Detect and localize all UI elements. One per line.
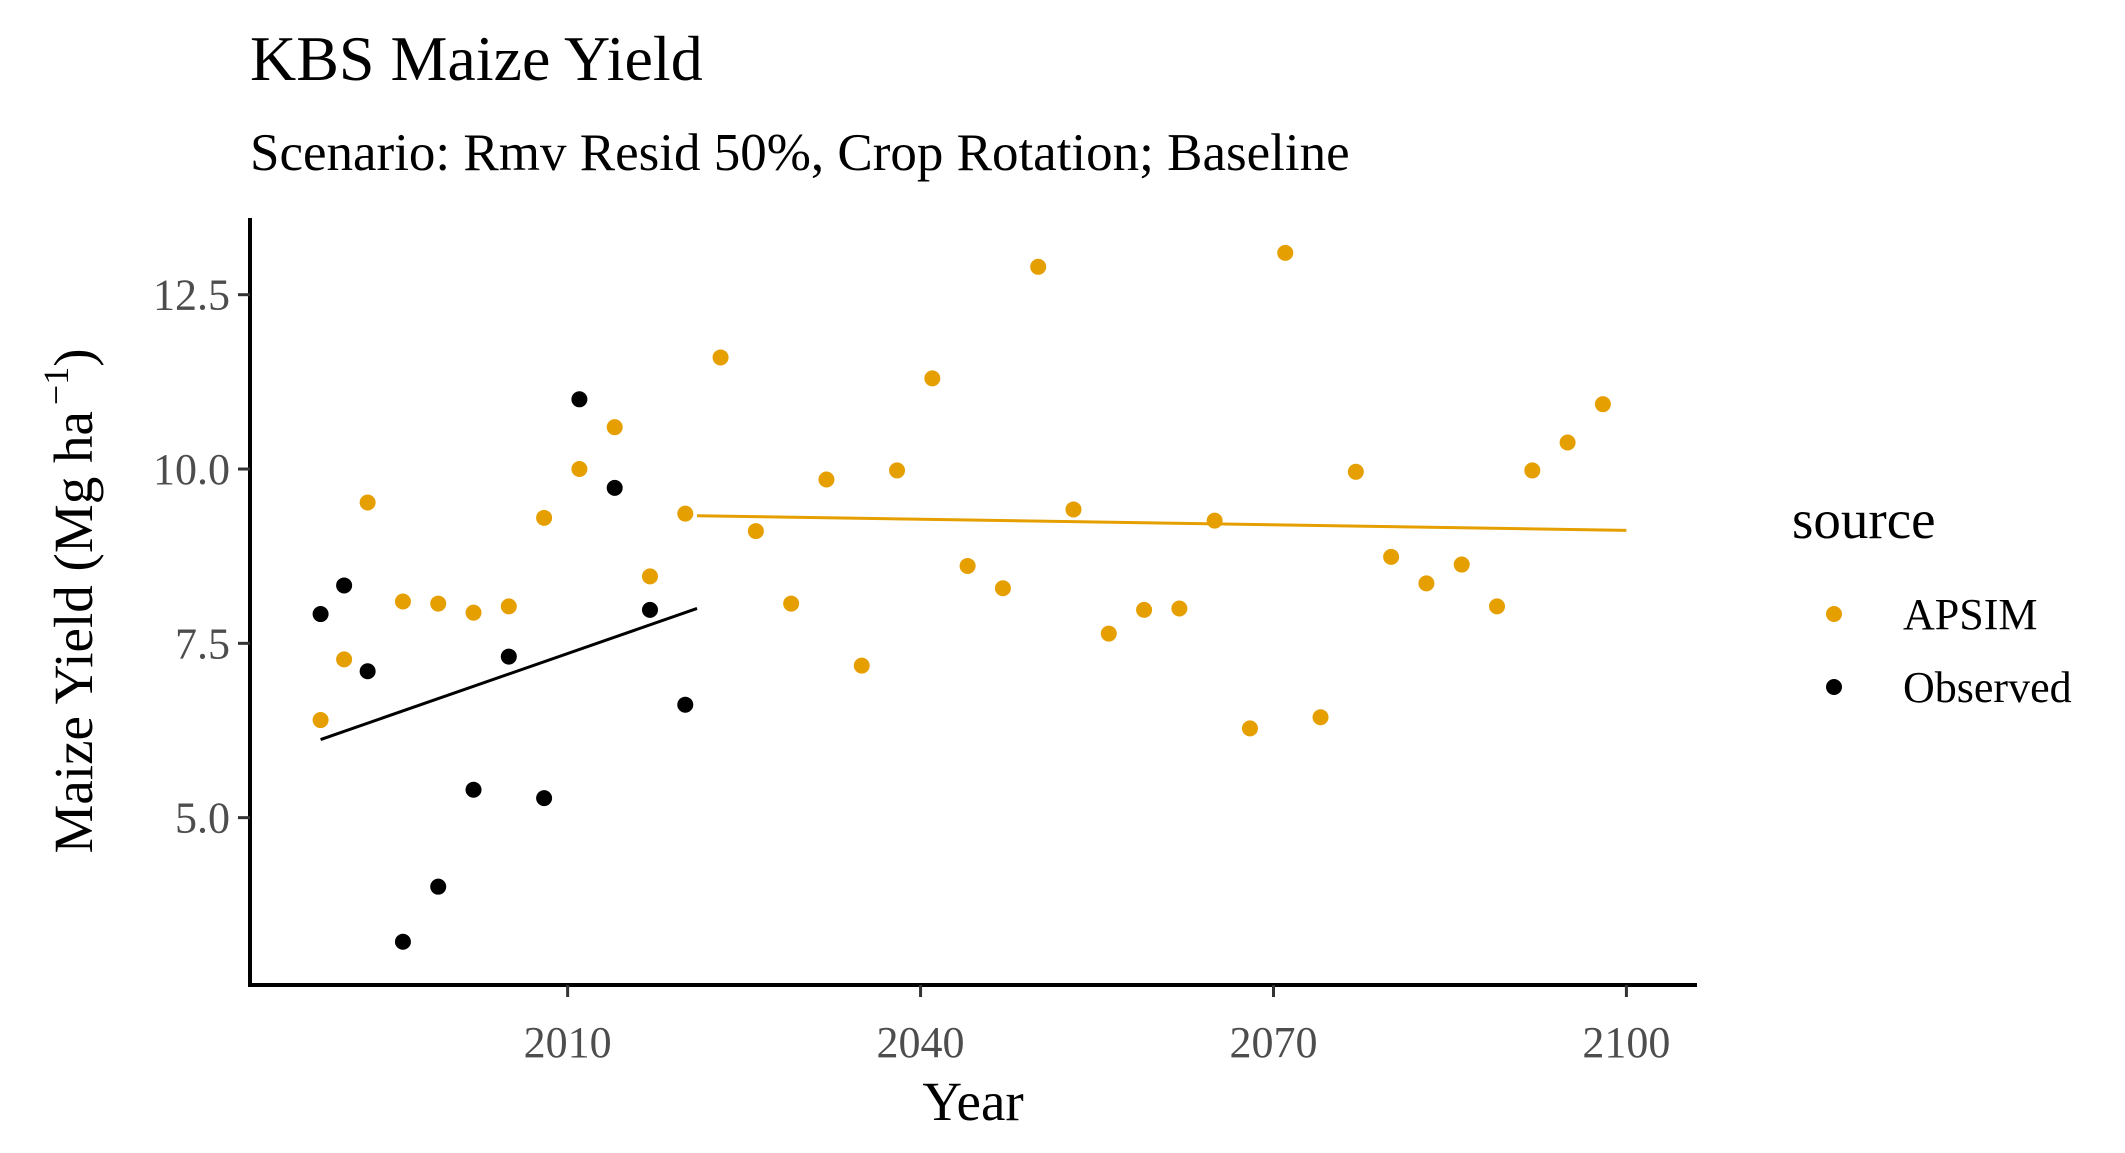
data-point-apsim (924, 370, 941, 387)
y-tick-label: 5.0 (175, 794, 230, 843)
data-point-apsim (1453, 556, 1470, 573)
data-point-apsim (853, 657, 870, 674)
chart-subtitle: Scenario: Rmv Resid 50%, Crop Rotation; … (250, 124, 1350, 182)
legend-title: source (1792, 489, 1936, 550)
data-point-apsim (1418, 575, 1435, 592)
data-point-apsim (959, 557, 976, 574)
legend-label-observed: Observed (1903, 663, 2072, 712)
data-point-apsim (1241, 720, 1258, 737)
y-axis-title: Maize Yield (Mg ha −1) (36, 348, 104, 853)
data-point-observed (312, 606, 329, 623)
data-point-apsim (1347, 463, 1364, 480)
data-point-apsim (500, 598, 517, 615)
data-point-apsim (1206, 512, 1223, 529)
data-point-apsim (1030, 258, 1047, 275)
data-point-apsim (1277, 244, 1294, 261)
legend-key-apsim (1826, 606, 1842, 622)
data-point-apsim (641, 568, 658, 585)
data-point-apsim (465, 604, 482, 621)
data-point-apsim (1312, 709, 1329, 726)
data-point-apsim (1489, 598, 1506, 615)
chart-title: KBS Maize Yield (250, 23, 703, 94)
data-point-apsim (712, 349, 729, 366)
trendline-apsim (697, 514, 1627, 532)
data-point-apsim (1065, 501, 1082, 518)
data-point-observed (536, 790, 553, 807)
x-axis-title: Year (922, 1071, 1023, 1132)
data-point-apsim (394, 593, 411, 610)
data-point-apsim (1524, 462, 1541, 479)
data-point-apsim (1594, 396, 1611, 413)
data-point-apsim (889, 462, 906, 479)
legend: source APSIM Observed (1792, 489, 2072, 712)
x-tick-label: 2040 (877, 1018, 965, 1067)
data-point-apsim (994, 580, 1011, 597)
data-point-observed (394, 933, 411, 950)
data-point-apsim (1171, 600, 1188, 617)
x-tick-label: 2070 (1229, 1018, 1317, 1067)
data-point-apsim (1559, 434, 1576, 451)
y-axis-title-exponent: −1 (36, 367, 76, 405)
data-point-observed (430, 878, 447, 895)
data-point-observed (677, 696, 694, 713)
points-layer (312, 244, 1611, 950)
y-tick-label: 12.5 (153, 271, 230, 320)
x-tick-label: 2010 (524, 1018, 612, 1067)
y-tick-label: 7.5 (175, 619, 230, 668)
x-tick-label: 2100 (1582, 1018, 1670, 1067)
data-point-apsim (359, 494, 376, 511)
data-point-apsim (747, 523, 764, 540)
data-point-observed (465, 781, 482, 798)
data-point-observed (571, 391, 588, 408)
data-point-observed (500, 648, 517, 665)
legend-key-observed (1826, 679, 1842, 695)
data-point-apsim (606, 419, 623, 436)
y-tick-label: 10.0 (153, 445, 230, 494)
data-point-observed (641, 601, 658, 618)
data-point-apsim (1383, 548, 1400, 565)
trendline-layer (320, 514, 1627, 741)
data-point-apsim (571, 461, 588, 478)
data-point-apsim (1136, 601, 1153, 618)
data-point-apsim (1100, 625, 1117, 642)
legend-label-apsim: APSIM (1903, 590, 2038, 639)
y-ticks: 5.0 7.5 10.0 12.5 (153, 271, 250, 843)
data-point-apsim (783, 595, 800, 612)
data-point-apsim (430, 595, 447, 612)
x-ticks: 2010 2040 2070 2100 (524, 985, 1670, 1067)
data-point-observed (606, 479, 623, 496)
data-point-apsim (336, 651, 353, 668)
data-point-observed (336, 577, 353, 594)
data-point-observed (359, 663, 376, 680)
data-point-apsim (536, 509, 553, 526)
data-point-apsim (677, 505, 694, 522)
trendline-observed (320, 607, 698, 741)
data-point-apsim (312, 712, 329, 729)
data-point-apsim (818, 471, 835, 488)
y-axis-title-main: Maize Yield (Mg ha (43, 411, 104, 853)
y-axis-title-suffix: ) (43, 348, 104, 366)
